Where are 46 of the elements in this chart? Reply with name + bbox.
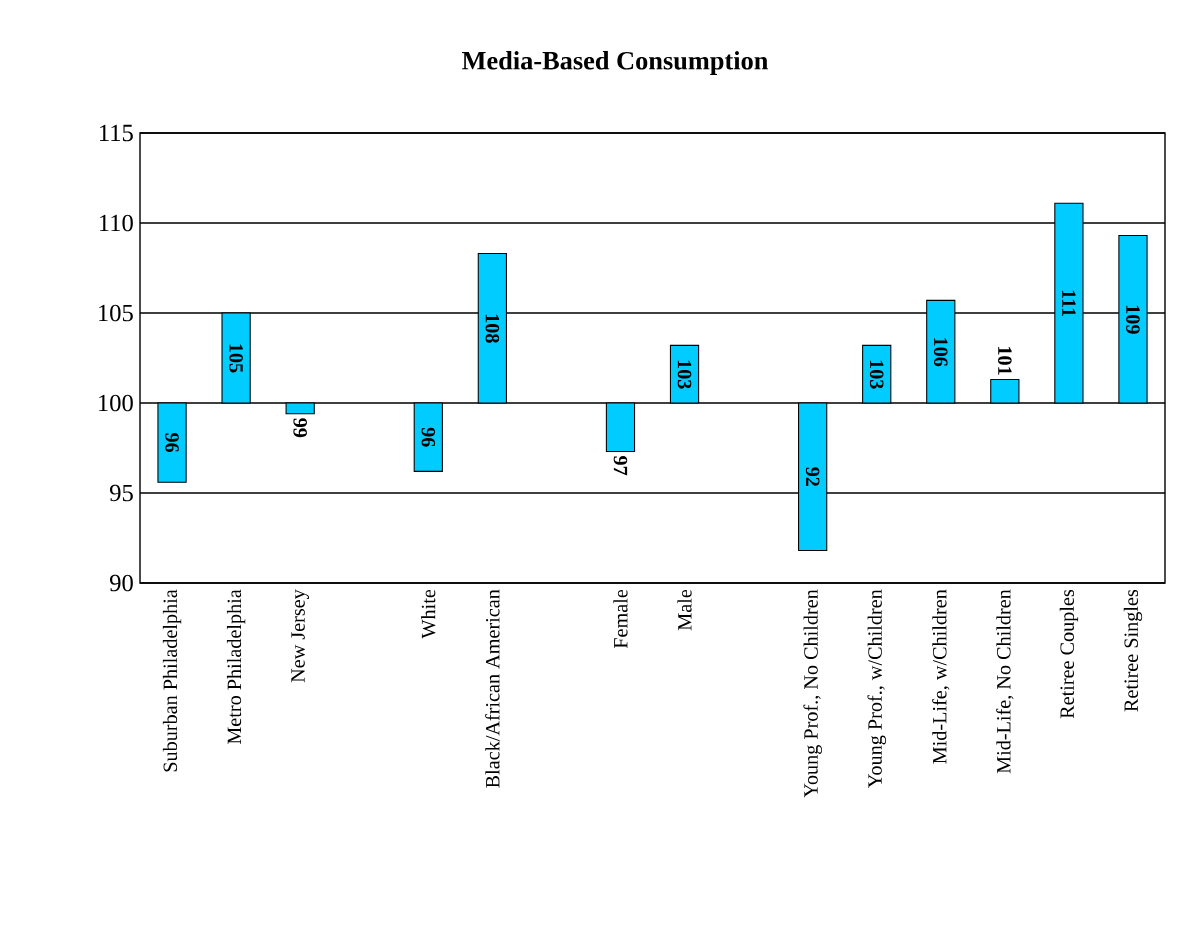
bar <box>221 312 251 404</box>
data-label: 108 <box>485 314 500 343</box>
data-label: 106 <box>933 338 948 367</box>
bar <box>669 344 700 404</box>
x-tick-label: Young Prof., No Children <box>803 589 822 798</box>
data-label: 96 <box>421 427 436 447</box>
bar <box>1054 202 1084 404</box>
data-label: 101 <box>998 347 1012 375</box>
chart-title: Media-Based Consumption <box>462 51 768 75</box>
bar <box>862 344 892 404</box>
data-label: 99 <box>293 418 307 438</box>
bar <box>1118 235 1148 404</box>
y-tick-label: 110 <box>99 214 133 232</box>
x-tick-label: Young Prof., w/Children <box>867 589 887 788</box>
x-tick-label: Mid-Life, No Children <box>996 589 1014 774</box>
y-tick-label: 100 <box>99 394 133 412</box>
x-tick-label: Retiree Couples <box>1059 589 1079 719</box>
bar <box>798 402 828 552</box>
y-tick-label: 90 <box>110 574 133 592</box>
y-tick-label: 105 <box>99 304 133 322</box>
bar <box>157 402 187 483</box>
x-tick-label: Mid-Life, w/Children <box>932 589 950 764</box>
data-label: 109 <box>1126 305 1140 334</box>
bar <box>990 379 1020 404</box>
x-tick-label: Metro Philadelphia <box>226 589 246 745</box>
bar <box>926 299 956 404</box>
x-tick-label: Suburban Philadelphia <box>162 589 182 772</box>
data-label: 97 <box>613 456 628 476</box>
data-label: 103 <box>677 360 692 389</box>
bar <box>285 402 315 415</box>
x-tick-label: Female <box>613 589 628 649</box>
data-label: 103 <box>869 360 884 389</box>
data-label: 96 <box>165 433 179 453</box>
y-tick-label: 115 <box>99 124 133 142</box>
data-label: 105 <box>229 344 243 373</box>
x-tick-label: Retiree Singles <box>1123 589 1143 712</box>
x-tick-label: Black/African American <box>485 589 500 788</box>
x-tick-label: Male <box>677 589 692 631</box>
bar <box>477 253 507 404</box>
bar <box>605 402 636 453</box>
y-tick-label: 95 <box>110 484 133 502</box>
x-tick-label: White <box>421 589 436 639</box>
x-tick-label: New Jersey <box>291 589 309 683</box>
data-label: 111 <box>1062 290 1076 317</box>
data-label: 92 <box>805 467 820 487</box>
bar <box>413 402 443 472</box>
